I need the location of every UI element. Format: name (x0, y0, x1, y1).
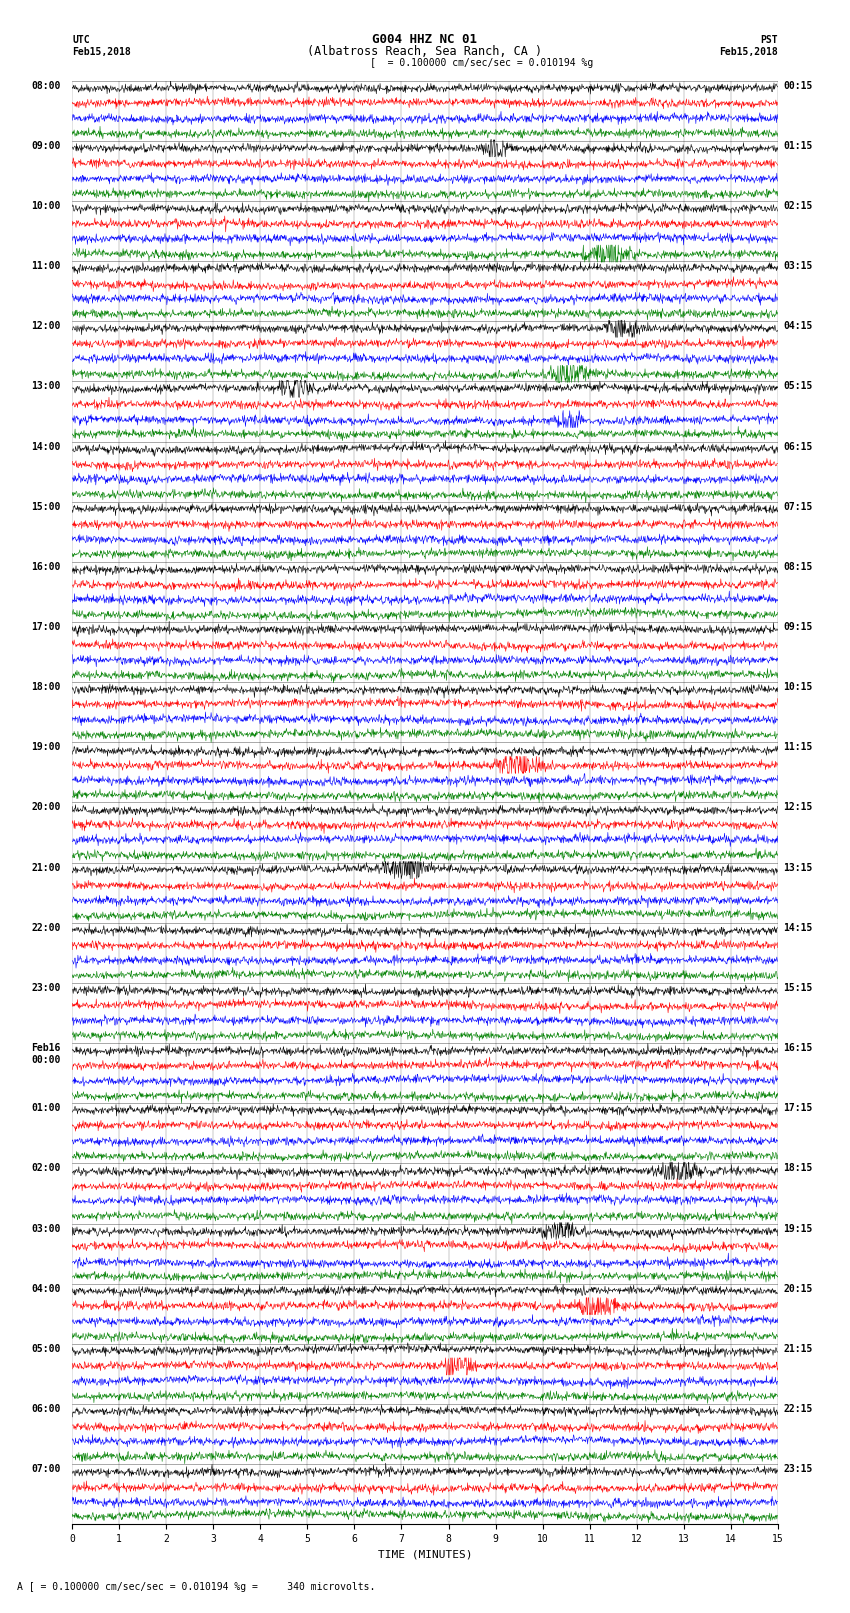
Text: PST: PST (760, 34, 778, 45)
Text: 16:15: 16:15 (784, 1044, 813, 1053)
Text: 19:00: 19:00 (31, 742, 60, 752)
Text: 01:00: 01:00 (31, 1103, 60, 1113)
Text: 10:15: 10:15 (784, 682, 813, 692)
Text: 19:15: 19:15 (784, 1224, 813, 1234)
Text: 20:15: 20:15 (784, 1284, 813, 1294)
Text: 18:00: 18:00 (31, 682, 60, 692)
Text: 07:15: 07:15 (784, 502, 813, 511)
Text: 14:15: 14:15 (784, 923, 813, 932)
Text: 18:15: 18:15 (784, 1163, 813, 1173)
Text: 04:15: 04:15 (784, 321, 813, 331)
Text: 15:00: 15:00 (31, 502, 60, 511)
Text: 14:00: 14:00 (31, 442, 60, 452)
Text: 02:00: 02:00 (31, 1163, 60, 1173)
Text: 16:00: 16:00 (31, 561, 60, 573)
Text: 10:00: 10:00 (31, 202, 60, 211)
Text: 08:15: 08:15 (784, 561, 813, 573)
Text: 21:15: 21:15 (784, 1344, 813, 1353)
Text: 05:00: 05:00 (31, 1344, 60, 1353)
X-axis label: TIME (MINUTES): TIME (MINUTES) (377, 1550, 473, 1560)
Text: 17:15: 17:15 (784, 1103, 813, 1113)
Text: 04:00: 04:00 (31, 1284, 60, 1294)
Text: 13:00: 13:00 (31, 381, 60, 392)
Text: 00:15: 00:15 (784, 81, 813, 90)
Text: 03:00: 03:00 (31, 1224, 60, 1234)
Text: 12:15: 12:15 (784, 803, 813, 813)
Text: Feb16
00:00: Feb16 00:00 (31, 1044, 60, 1065)
Text: 03:15: 03:15 (784, 261, 813, 271)
Text: 06:15: 06:15 (784, 442, 813, 452)
Text: G004 HHZ NC 01: G004 HHZ NC 01 (372, 32, 478, 47)
Text: 02:15: 02:15 (784, 202, 813, 211)
Text: 09:15: 09:15 (784, 623, 813, 632)
Text: 06:00: 06:00 (31, 1403, 60, 1415)
Text: Feb15,2018: Feb15,2018 (72, 47, 131, 56)
Text: 21:00: 21:00 (31, 863, 60, 873)
Text: (Albatross Reach, Sea Ranch, CA ): (Albatross Reach, Sea Ranch, CA ) (308, 45, 542, 58)
Text: 01:15: 01:15 (784, 140, 813, 150)
Text: 23:00: 23:00 (31, 982, 60, 994)
Text: 22:15: 22:15 (784, 1403, 813, 1415)
Text: 23:15: 23:15 (784, 1465, 813, 1474)
Text: 07:00: 07:00 (31, 1465, 60, 1474)
Text: 05:15: 05:15 (784, 381, 813, 392)
Text: 11:00: 11:00 (31, 261, 60, 271)
Text: 13:15: 13:15 (784, 863, 813, 873)
Text: 08:00: 08:00 (31, 81, 60, 90)
Text: 09:00: 09:00 (31, 140, 60, 150)
Text: 11:15: 11:15 (784, 742, 813, 752)
Text: 20:00: 20:00 (31, 803, 60, 813)
Text: [  = 0.100000 cm/sec/sec = 0.010194 %g: [ = 0.100000 cm/sec/sec = 0.010194 %g (370, 58, 593, 68)
Text: 12:00: 12:00 (31, 321, 60, 331)
Text: UTC: UTC (72, 34, 90, 45)
Text: 17:00: 17:00 (31, 623, 60, 632)
Text: 15:15: 15:15 (784, 982, 813, 994)
Text: Feb15,2018: Feb15,2018 (719, 47, 778, 56)
Text: 22:00: 22:00 (31, 923, 60, 932)
Text: A [ = 0.100000 cm/sec/sec = 0.010194 %g =     340 microvolts.: A [ = 0.100000 cm/sec/sec = 0.010194 %g … (17, 1582, 376, 1592)
